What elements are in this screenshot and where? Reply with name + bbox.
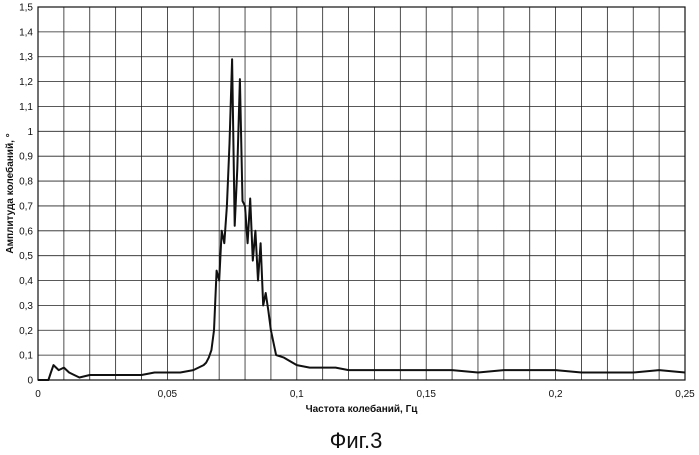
y-tick-label: 1,2	[19, 77, 33, 88]
y-axis-title: Амплитуда колебаний, °	[4, 133, 16, 253]
x-tick-label: 0,1	[290, 389, 304, 400]
x-axis-title: Частота колебаний, Гц	[306, 403, 419, 415]
y-tick-label: 0,3	[19, 301, 33, 312]
y-tick-label: 1,1	[19, 102, 33, 113]
x-tick-label: 0,15	[416, 389, 436, 400]
y-tick-label: 0,8	[19, 177, 33, 188]
x-tick-label: 0,25	[675, 389, 695, 400]
y-tick-label: 0,6	[19, 226, 33, 237]
y-tick-label: 1,5	[19, 3, 33, 14]
x-tick-label: 0	[35, 389, 41, 400]
x-tick-label: 0,2	[549, 389, 563, 400]
grid	[38, 7, 685, 380]
plot-frame	[38, 7, 685, 380]
y-tick-label: 1	[27, 127, 33, 138]
y-tick-label: 1,3	[19, 52, 33, 63]
y-tick-label: 0,2	[19, 326, 33, 337]
tick-labels: 0 0,1 0,2 0,3 0,4 0,5 0,6 0,7 0,8 0,9 1 1,1 1,2 1,3 1,…	[19, 3, 695, 401]
y-tick-label: 0,9	[19, 152, 33, 163]
y-tick-label: 0,7	[19, 201, 33, 212]
y-tick-label: 0	[27, 376, 33, 387]
y-tick-label: 0,5	[19, 251, 33, 262]
y-tick-label: 0,4	[19, 276, 33, 287]
series-line	[38, 59, 685, 380]
x-tick-label: 0,05	[158, 389, 178, 400]
y-tick-label: 0,1	[19, 351, 33, 362]
y-tick-label: 1,4	[19, 27, 33, 38]
series	[38, 59, 685, 380]
figure-caption: Фиг.3	[330, 428, 383, 453]
